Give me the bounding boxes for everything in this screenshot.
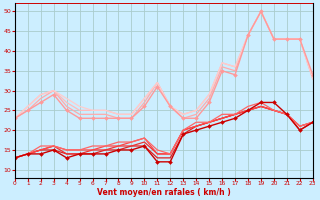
X-axis label: Vent moyen/en rafales ( km/h ): Vent moyen/en rafales ( km/h ): [97, 188, 231, 197]
